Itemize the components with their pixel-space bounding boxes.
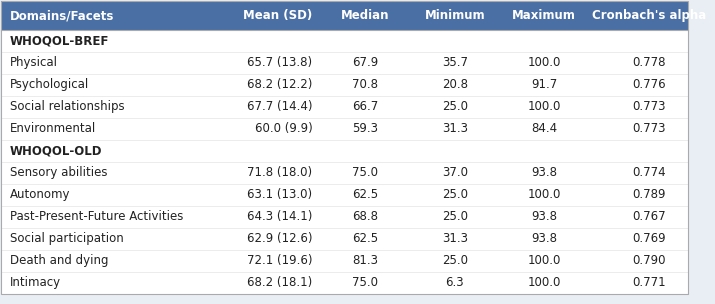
Text: 67.7 (14.4): 67.7 (14.4)	[247, 100, 312, 113]
Text: Physical: Physical	[9, 57, 58, 70]
Text: 93.8: 93.8	[531, 232, 557, 245]
Text: 93.8: 93.8	[531, 210, 557, 223]
Text: 75.0: 75.0	[352, 276, 378, 289]
FancyBboxPatch shape	[1, 228, 689, 250]
Text: 93.8: 93.8	[531, 166, 557, 179]
Text: 62.9 (12.6): 62.9 (12.6)	[247, 232, 312, 245]
Text: 100.0: 100.0	[528, 100, 561, 113]
Text: 25.0: 25.0	[442, 254, 468, 268]
Text: 91.7: 91.7	[531, 78, 557, 92]
FancyBboxPatch shape	[1, 52, 689, 74]
Text: 65.7 (13.8): 65.7 (13.8)	[247, 57, 312, 70]
FancyBboxPatch shape	[1, 2, 689, 30]
Text: Social relationships: Social relationships	[9, 100, 124, 113]
Text: Minimum: Minimum	[425, 9, 485, 22]
FancyBboxPatch shape	[1, 96, 689, 118]
Text: 60.0 (9.9): 60.0 (9.9)	[255, 123, 312, 136]
Text: 0.776: 0.776	[632, 78, 666, 92]
Text: 62.5: 62.5	[352, 232, 378, 245]
FancyBboxPatch shape	[1, 140, 689, 162]
Text: Maximum: Maximum	[512, 9, 576, 22]
Text: 0.789: 0.789	[632, 188, 666, 202]
FancyBboxPatch shape	[1, 184, 689, 206]
Text: Social participation: Social participation	[9, 232, 124, 245]
Text: 72.1 (19.6): 72.1 (19.6)	[247, 254, 312, 268]
Text: 31.3: 31.3	[442, 123, 468, 136]
Text: 25.0: 25.0	[442, 210, 468, 223]
Text: 84.4: 84.4	[531, 123, 557, 136]
Text: 66.7: 66.7	[352, 100, 379, 113]
FancyBboxPatch shape	[1, 162, 689, 184]
Text: 81.3: 81.3	[352, 254, 378, 268]
Text: 0.771: 0.771	[632, 276, 666, 289]
Text: 0.767: 0.767	[632, 210, 666, 223]
Text: WHOQOL-BREF: WHOQOL-BREF	[9, 34, 109, 47]
Text: Sensory abilities: Sensory abilities	[9, 166, 107, 179]
Text: 68.2 (18.1): 68.2 (18.1)	[247, 276, 312, 289]
FancyBboxPatch shape	[1, 30, 689, 52]
Text: 100.0: 100.0	[528, 254, 561, 268]
Text: 0.774: 0.774	[632, 166, 666, 179]
Text: WHOQOL-OLD: WHOQOL-OLD	[9, 144, 102, 157]
Text: 0.778: 0.778	[632, 57, 666, 70]
FancyBboxPatch shape	[1, 272, 689, 294]
Text: 75.0: 75.0	[352, 166, 378, 179]
FancyBboxPatch shape	[1, 118, 689, 140]
Text: Autonomy: Autonomy	[9, 188, 70, 202]
Text: 59.3: 59.3	[352, 123, 378, 136]
Text: 0.773: 0.773	[632, 123, 666, 136]
Text: 62.5: 62.5	[352, 188, 378, 202]
Text: 63.1 (13.0): 63.1 (13.0)	[247, 188, 312, 202]
Text: Mean (SD): Mean (SD)	[243, 9, 312, 22]
Text: 31.3: 31.3	[442, 232, 468, 245]
Text: Death and dying: Death and dying	[9, 254, 108, 268]
Text: 25.0: 25.0	[442, 100, 468, 113]
Text: 71.8 (18.0): 71.8 (18.0)	[247, 166, 312, 179]
Text: Cronbach's alpha: Cronbach's alpha	[592, 9, 706, 22]
Text: 68.2 (12.2): 68.2 (12.2)	[247, 78, 312, 92]
Text: 35.7: 35.7	[442, 57, 468, 70]
Text: 100.0: 100.0	[528, 188, 561, 202]
Text: 100.0: 100.0	[528, 57, 561, 70]
Text: 20.8: 20.8	[442, 78, 468, 92]
Text: Median: Median	[341, 9, 390, 22]
Text: 0.790: 0.790	[632, 254, 666, 268]
Text: 100.0: 100.0	[528, 276, 561, 289]
Text: 68.8: 68.8	[352, 210, 378, 223]
Text: Environmental: Environmental	[9, 123, 96, 136]
Text: 0.773: 0.773	[632, 100, 666, 113]
Text: Intimacy: Intimacy	[9, 276, 61, 289]
FancyBboxPatch shape	[1, 206, 689, 228]
Text: Domains/Facets: Domains/Facets	[9, 9, 114, 22]
Text: Psychological: Psychological	[9, 78, 89, 92]
Text: 0.769: 0.769	[632, 232, 666, 245]
Text: 67.9: 67.9	[352, 57, 379, 70]
Text: 37.0: 37.0	[442, 166, 468, 179]
Text: Past-Present-Future Activities: Past-Present-Future Activities	[9, 210, 183, 223]
Text: 25.0: 25.0	[442, 188, 468, 202]
Text: 70.8: 70.8	[352, 78, 378, 92]
Text: 64.3 (14.1): 64.3 (14.1)	[247, 210, 312, 223]
FancyBboxPatch shape	[1, 250, 689, 272]
Text: 6.3: 6.3	[445, 276, 464, 289]
FancyBboxPatch shape	[1, 74, 689, 96]
